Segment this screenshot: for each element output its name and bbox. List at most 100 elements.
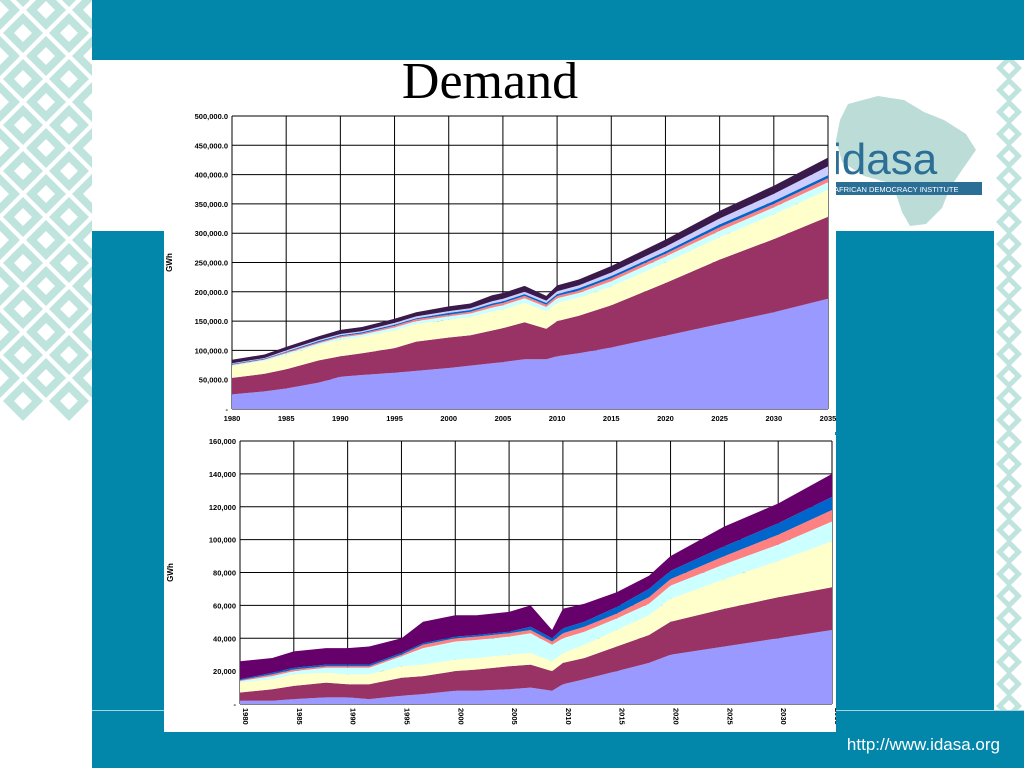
chart-sector-demand: - 20,000 40,000 60,000 80,000 100,000 120,000 1… xyxy=(164,435,842,732)
area-series-7 xyxy=(240,473,832,680)
pattern-diamond xyxy=(996,385,1022,411)
area-series-group xyxy=(240,473,832,704)
y-tick-label: 60,000 xyxy=(213,601,236,610)
pattern-diamond xyxy=(996,165,1022,191)
pattern-diamond xyxy=(996,209,1022,235)
y-tick-label: 100,000 xyxy=(209,536,236,545)
pattern-diamond xyxy=(72,82,92,122)
y-tick-label: 120,000 xyxy=(209,503,236,512)
pattern-diamond xyxy=(996,297,1022,323)
pattern-diamond xyxy=(49,13,89,53)
pattern-diamond xyxy=(49,381,89,421)
x-tick-label: 2025 xyxy=(725,708,734,725)
y-axis-label: GWh xyxy=(166,563,175,582)
x-tick-label: 1995 xyxy=(386,414,403,423)
slide-title: Demand xyxy=(401,53,579,110)
pattern-diamond xyxy=(26,36,66,76)
pattern-diamond xyxy=(26,312,66,352)
x-tick-label: 2015 xyxy=(603,414,620,423)
y-tick-label: 450,000.0 xyxy=(195,141,228,150)
pattern-diamond xyxy=(996,275,1022,301)
pattern-diamond xyxy=(996,253,1022,279)
pattern-diamond xyxy=(3,197,43,237)
area-series-1 xyxy=(240,630,832,704)
x-tick-label: 2030 xyxy=(779,708,788,725)
pattern-diamond xyxy=(72,128,92,168)
decorative-pattern-left xyxy=(0,0,92,421)
y-tick-label: 20,000 xyxy=(213,667,236,676)
x-tick-label: 1990 xyxy=(349,708,358,725)
pattern-diamond xyxy=(26,358,66,398)
x-tick-label: 2020 xyxy=(657,414,674,423)
band-right xyxy=(835,231,994,710)
y-tick-label: 40,000 xyxy=(213,634,236,643)
pattern-diamond xyxy=(996,517,1022,543)
footer-url[interactable]: http://www.idasa.org xyxy=(846,735,1000,754)
pattern-diamond xyxy=(26,220,66,260)
x-tick-label: 1980 xyxy=(224,414,241,423)
pattern-diamond xyxy=(72,36,92,76)
decorative-pattern-right xyxy=(996,60,1022,710)
pattern-diamond xyxy=(996,627,1022,653)
y-tick-label: 250,000.0 xyxy=(195,259,228,268)
pattern-diamond xyxy=(0,358,20,398)
y-tick-label: 100,000.0 xyxy=(195,346,228,355)
pattern-diamond xyxy=(0,174,20,214)
x-tick-label: 2000 xyxy=(440,414,457,423)
chart-total-demand: - 50,000.0 100,000.0 150,000.0 200,000.0 250,… xyxy=(164,110,836,432)
pattern-diamond xyxy=(0,266,20,306)
y-tick-label: - xyxy=(234,700,237,709)
pattern-diamond xyxy=(49,243,89,283)
pattern-diamond xyxy=(996,319,1022,345)
pattern-diamond xyxy=(3,381,43,421)
y-tick-label: - xyxy=(226,405,229,414)
x-tick-label: 2020 xyxy=(672,708,681,725)
pattern-diamond xyxy=(996,363,1022,389)
pattern-diamond xyxy=(49,59,89,99)
pattern-diamond xyxy=(26,82,66,122)
x-tick-label: 2010 xyxy=(549,414,566,423)
area-series-3 xyxy=(232,189,828,378)
y-tick-label: 350,000.0 xyxy=(195,200,228,209)
pattern-diamond xyxy=(3,289,43,329)
pattern-diamond xyxy=(0,312,20,352)
x-tick-label: 2030 xyxy=(765,414,782,423)
y-tick-label: 160,000 xyxy=(209,437,236,446)
pattern-diamond xyxy=(996,605,1022,631)
pattern-diamond xyxy=(996,671,1022,697)
pattern-diamond xyxy=(16,0,30,7)
y-tick-label: 140,000 xyxy=(209,470,236,479)
pattern-diamond xyxy=(996,407,1022,433)
y-tick-label: 400,000.0 xyxy=(195,171,228,180)
logo-text: idasa xyxy=(832,135,938,184)
pattern-diamond xyxy=(49,289,89,329)
pattern-diamond xyxy=(996,451,1022,477)
pattern-diamond xyxy=(996,649,1022,675)
x-tick-label: 2000 xyxy=(456,708,465,725)
x-tick-label: 1995 xyxy=(402,708,411,725)
pattern-diamond xyxy=(62,0,76,7)
pattern-diamond xyxy=(996,429,1022,455)
pattern-diamond xyxy=(49,105,89,145)
x-tick-label: 1980 xyxy=(241,708,250,725)
y-tick-label: 80,000 xyxy=(213,569,236,578)
area-series-2 xyxy=(240,587,832,701)
pattern-diamond xyxy=(0,82,20,122)
x-tick-label: 2035 xyxy=(833,708,836,725)
pattern-diamond xyxy=(996,77,1022,103)
x-tick-label: 1985 xyxy=(278,414,295,423)
logo-tagline: AFRICAN DEMOCRACY INSTITUTE xyxy=(834,185,958,194)
pattern-diamond xyxy=(26,0,66,30)
pattern-diamond xyxy=(996,495,1022,521)
pattern-diamond xyxy=(49,151,89,191)
x-tick-label: 2015 xyxy=(618,708,627,725)
idasa-logo: idasa AFRICAN DEMOCRACY INSTITUTE xyxy=(830,96,982,226)
y-tick-label: 300,000.0 xyxy=(195,229,228,238)
pattern-diamond xyxy=(996,187,1022,213)
pattern-diamond xyxy=(996,561,1022,587)
pattern-diamond xyxy=(996,341,1022,367)
y-axis-label: GWh xyxy=(165,253,174,272)
x-tick-label: 2010 xyxy=(564,708,573,725)
pattern-diamond xyxy=(3,151,43,191)
y-tick-label: 50,000.0 xyxy=(199,376,228,385)
